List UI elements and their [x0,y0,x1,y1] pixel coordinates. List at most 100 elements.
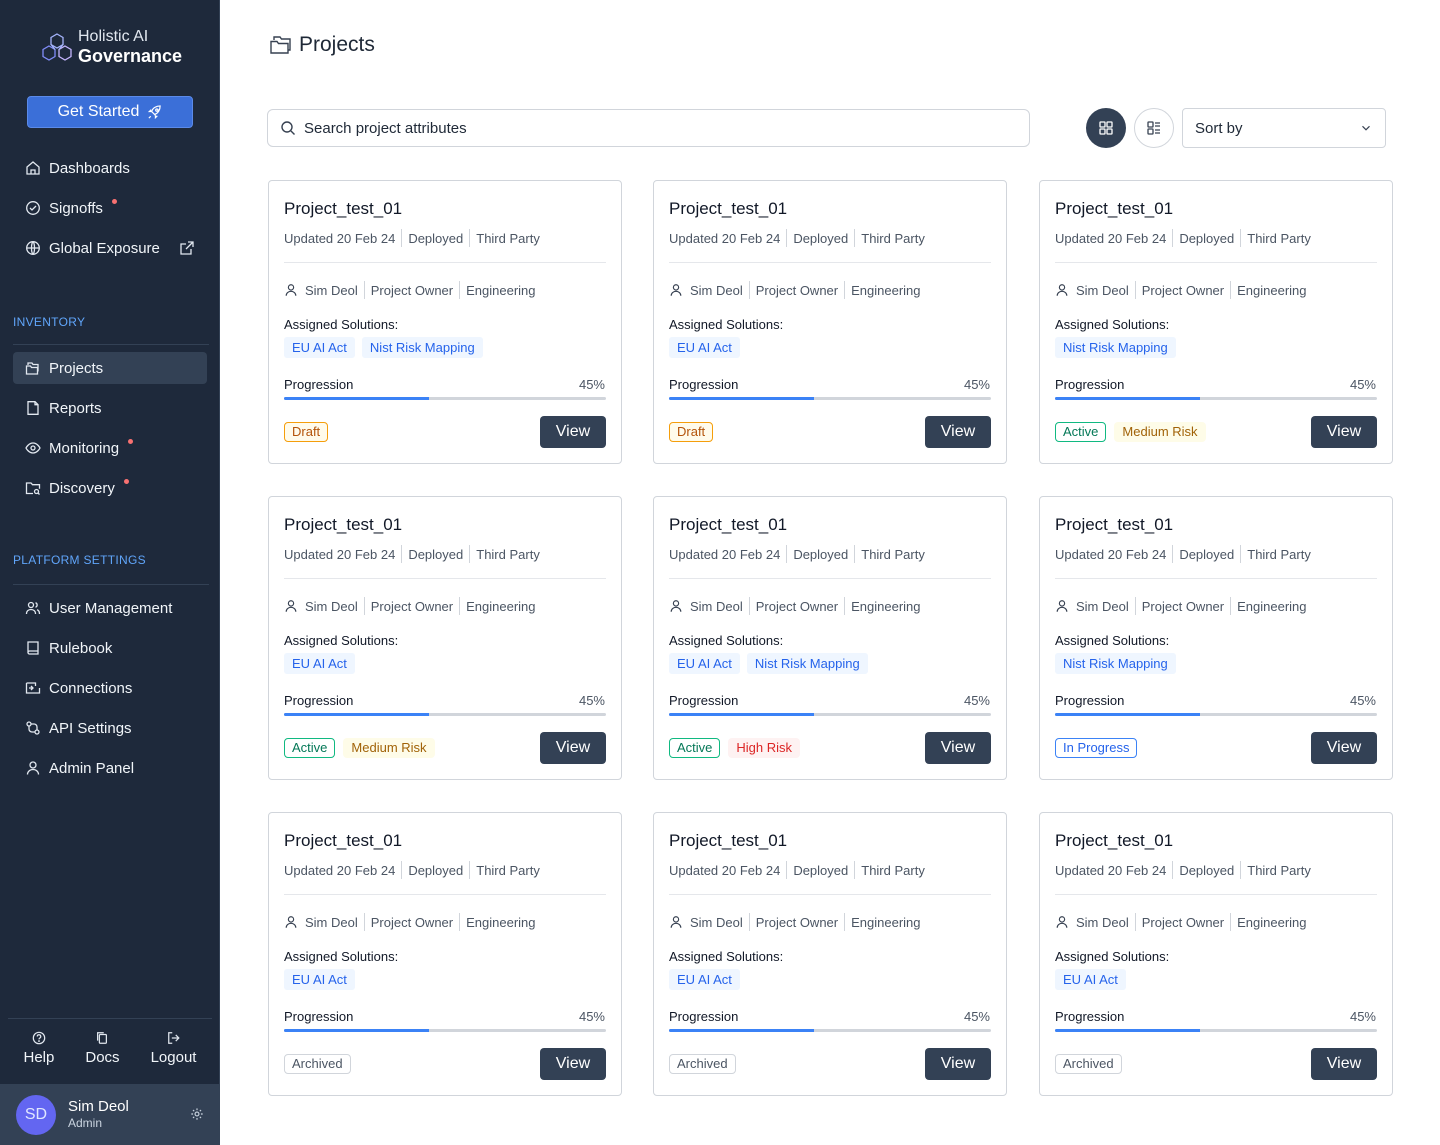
divider [854,545,856,563]
sidebar-item-rulebook[interactable]: Rulebook [13,632,207,664]
sidebar-item-reports[interactable]: Reports [13,392,207,424]
progress-bar-fill [284,713,429,716]
solution-tags: EU AI Act [284,653,355,674]
sidebar-item-signoffs[interactable]: Signoffs [13,192,207,224]
party-type: Third Party [476,546,540,562]
list-icon [1147,121,1160,135]
status-badges: Draft [284,422,329,442]
list-view-button[interactable] [1134,108,1174,148]
updated-date: Updated 20 Feb 24 [669,862,781,878]
project-meta: Updated 20 Feb 24 Deployed Third Party [1055,229,1311,247]
solution-tag[interactable]: EU AI Act [284,653,355,674]
solution-tag[interactable]: Nist Risk Mapping [1055,337,1176,358]
divider [284,578,606,579]
view-button[interactable]: View [1311,1048,1377,1080]
sidebar-item-api-settings[interactable]: API Settings [13,712,207,744]
progression-label: Progression [1055,377,1125,392]
solution-tag[interactable]: EU AI Act [284,969,355,990]
divider [1055,262,1377,263]
project-title[interactable]: Project_test_01 [1055,515,1174,534]
view-button[interactable]: View [925,732,991,764]
sidebar-item-user-management[interactable]: User Management [13,592,207,624]
solution-tag[interactable]: EU AI Act [669,337,740,358]
view-button[interactable]: View [540,416,606,448]
view-button[interactable]: View [540,732,606,764]
brand-logo[interactable]: Holistic AI Governance [40,28,182,67]
project-title[interactable]: Project_test_01 [669,831,788,850]
docs-link[interactable]: Docs [85,1031,120,1066]
sort-dropdown[interactable]: Sort by [1182,108,1386,148]
help-label: Help [23,1049,55,1066]
risk-badge: Medium Risk [343,738,435,758]
divider [854,861,856,879]
project-title[interactable]: Project_test_01 [284,831,403,850]
logout-link[interactable]: Logout [151,1031,196,1066]
sidebar-item-admin-panel[interactable]: Admin Panel [13,752,207,784]
search-input[interactable] [304,119,1004,137]
deployment-stage: Deployed [793,546,849,562]
solution-tag[interactable]: EU AI Act [284,337,355,358]
assigned-solutions-label: Assigned Solutions: [1055,633,1170,648]
copy-icon [97,1032,108,1044]
sidebar-item-label: Global Exposure [49,239,160,257]
progress-bar [669,397,991,400]
project-meta: Updated 20 Feb 24 Deployed Third Party [669,229,925,247]
grid-view-button[interactable] [1086,108,1126,148]
deployment-stage: Deployed [1179,862,1235,878]
view-button[interactable]: View [925,1048,991,1080]
divider [401,861,403,879]
divider [748,281,750,299]
deployment-stage: Deployed [408,546,464,562]
brand-name-line2: Governance [78,46,183,67]
solution-tag[interactable]: Nist Risk Mapping [746,653,868,674]
sidebar-item-projects[interactable]: Projects [13,352,207,384]
search-bar[interactable] [267,109,1030,147]
solution-tag[interactable]: Nist Risk Mapping [1055,653,1176,674]
sidebar-item-monitoring[interactable]: Monitoring [13,432,207,464]
gear-icon[interactable] [190,1107,204,1121]
solution-tag[interactable]: Nist Risk Mapping [361,337,483,358]
help-link[interactable]: Help [23,1031,55,1066]
user-icon [1056,916,1068,928]
view-button[interactable]: View [540,1048,606,1080]
get-started-button[interactable]: Get Started [27,96,193,128]
user-profile[interactable]: SD Sim Deol Admin [0,1084,220,1145]
updated-date: Updated 20 Feb 24 [669,546,781,562]
solution-tags: EU AI Act [284,969,355,990]
solution-tags: EU AI Act Nist Risk Mapping [669,653,868,674]
project-card: Project_test_01 Updated 20 Feb 24 Deploy… [268,180,622,464]
updated-date: Updated 20 Feb 24 [669,230,781,246]
user-name: Sim Deol [68,1097,129,1115]
project-title[interactable]: Project_test_01 [284,515,403,534]
deployment-stage: Deployed [1179,546,1235,562]
project-title[interactable]: Project_test_01 [669,199,788,218]
party-type: Third Party [861,862,925,878]
project-title[interactable]: Project_test_01 [669,515,788,534]
solution-tags: EU AI Act [669,337,740,358]
view-button[interactable]: View [925,416,991,448]
sidebar-item-connections[interactable]: Connections [13,672,207,704]
owner-name: Sim Deol [690,282,743,298]
project-title[interactable]: Project_test_01 [284,199,403,218]
status-badges: Active High Risk [669,738,801,758]
sidebar-item-dashboards[interactable]: Dashboards [13,152,207,184]
sort-label: Sort by [1195,119,1243,137]
department: Engineering [1237,282,1307,298]
risk-badge: Medium Risk [1114,422,1206,442]
project-card: Project_test_01 Updated 20 Feb 24 Deploy… [653,496,1007,780]
divider [401,545,403,563]
view-button[interactable]: View [1311,416,1377,448]
page-title: Projects [269,33,375,57]
solution-tag[interactable]: EU AI Act [669,653,740,674]
divider [459,597,461,615]
project-title[interactable]: Project_test_01 [1055,199,1174,218]
view-button[interactable]: View [1311,732,1377,764]
progress-bar-fill [669,713,814,716]
solution-tag[interactable]: EU AI Act [1055,969,1126,990]
sidebar-item-global-exposure[interactable]: Global Exposure [13,232,207,264]
solution-tag[interactable]: EU AI Act [669,969,740,990]
user-icon [670,284,682,296]
project-title[interactable]: Project_test_01 [1055,831,1174,850]
sidebar-item-discovery[interactable]: Discovery [13,472,207,504]
owner-info: Sim Deol Project Owner Engineering [669,913,921,931]
